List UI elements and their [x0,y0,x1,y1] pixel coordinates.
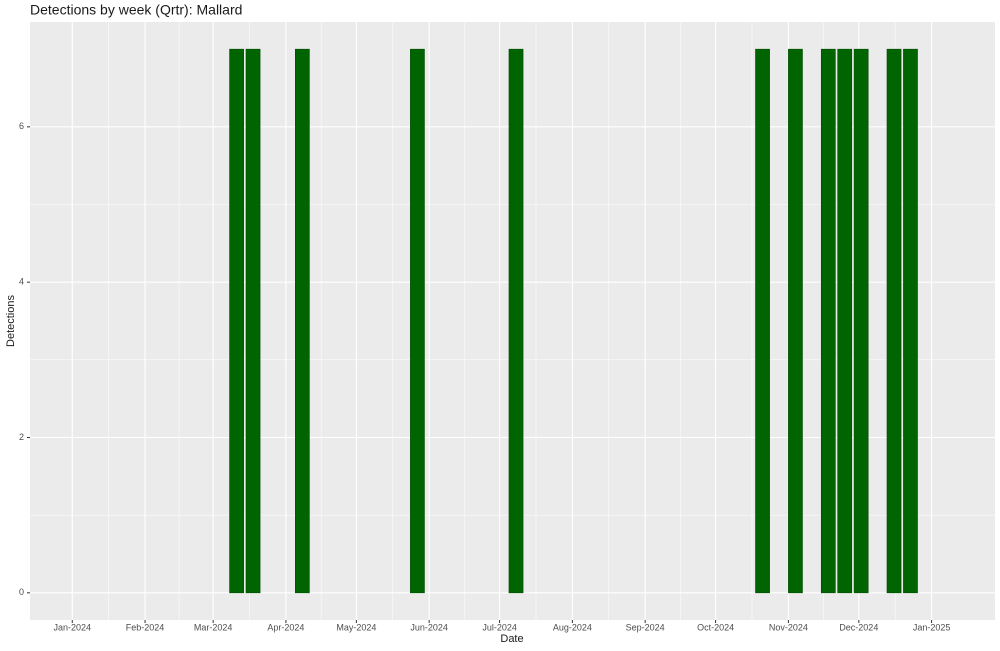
bar [229,48,244,594]
x-tick-label: Feb-2024 [126,622,165,632]
x-tick-label: Jan-2025 [913,622,951,632]
x-tick-label: Dec-2024 [839,622,878,632]
bar [853,48,869,594]
y-axis-label: Detections [5,295,17,347]
bar [295,48,310,594]
x-tick-label: Aug-2024 [553,622,592,632]
bar [410,48,425,594]
y-tick-label: 2 [19,432,24,442]
x-tick-label: Nov-2024 [769,622,808,632]
bar [755,48,770,594]
x-tick-label: Oct-2024 [697,622,734,632]
bar [886,48,902,594]
bar [903,48,918,594]
bar [788,48,803,594]
x-tick-label: May-2024 [336,622,376,632]
bar [245,48,261,594]
x-tick-label: Mar-2024 [194,622,233,632]
chart-title: Detections by week (Qrtr): Mallard [30,2,242,18]
x-tick-label: Jul-2024 [482,622,517,632]
bar [508,48,524,594]
x-tick-label: Apr-2024 [267,622,304,632]
x-tick-label: Jun-2024 [410,622,448,632]
x-tick-label: Jan-2024 [53,622,91,632]
bar [820,48,836,594]
y-tick-label: 4 [19,277,24,287]
x-axis-label: Date [500,633,523,645]
bar [837,48,853,594]
y-tick-label: 0 [19,587,24,597]
x-tick-label: Sep-2024 [626,622,665,632]
y-tick-label: 6 [19,121,24,131]
